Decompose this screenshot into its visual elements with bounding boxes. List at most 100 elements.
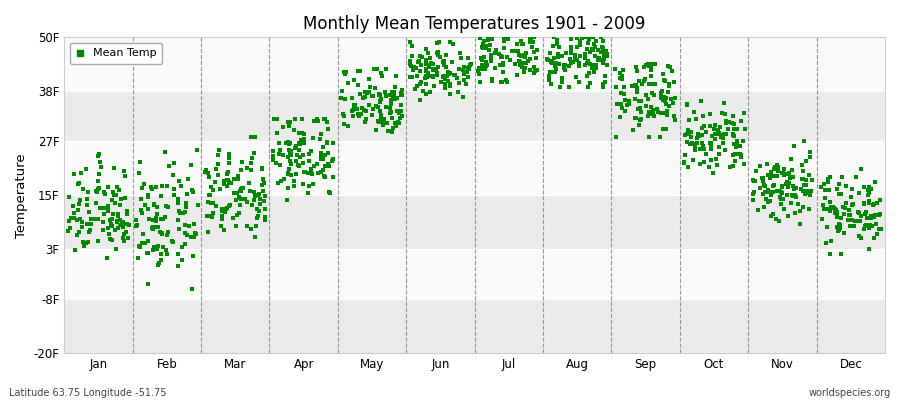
Point: [688, 144, 702, 150]
Point: [642, 63, 656, 69]
Point: [860, 215, 874, 221]
Point: [302, 151, 316, 158]
Point: [443, 80, 457, 87]
Point: [815, 202, 830, 208]
Point: [84, 216, 98, 222]
Point: [490, 47, 504, 53]
Point: [510, 41, 525, 47]
Point: [473, 79, 488, 86]
Point: [837, 210, 851, 217]
Point: [66, 203, 80, 210]
Point: [276, 151, 291, 158]
Point: [578, 62, 592, 68]
Point: [746, 191, 760, 198]
Point: [91, 216, 105, 222]
Point: [253, 196, 267, 202]
Point: [701, 164, 716, 170]
Point: [149, 215, 164, 222]
Point: [586, 46, 600, 53]
Point: [421, 72, 436, 78]
Point: [374, 70, 389, 76]
Point: [220, 171, 234, 178]
Point: [483, 51, 498, 58]
Point: [206, 186, 220, 193]
Point: [617, 97, 632, 104]
Point: [797, 182, 812, 188]
Point: [786, 193, 800, 199]
Point: [281, 154, 295, 160]
Point: [563, 50, 578, 56]
Point: [292, 141, 307, 148]
Point: [845, 216, 859, 223]
Point: [658, 98, 672, 104]
Point: [235, 158, 249, 165]
Point: [551, 50, 565, 57]
Point: [443, 70, 457, 76]
Point: [456, 67, 471, 73]
Point: [349, 106, 364, 112]
Point: [777, 165, 791, 172]
Point: [72, 229, 86, 236]
Point: [185, 252, 200, 259]
Point: [178, 204, 193, 210]
Point: [280, 196, 294, 203]
Point: [374, 72, 389, 79]
Point: [103, 216, 117, 223]
Point: [204, 200, 219, 206]
Point: [461, 54, 475, 61]
Point: [274, 177, 288, 184]
Point: [637, 76, 652, 82]
Point: [587, 41, 601, 47]
Point: [287, 178, 302, 185]
Point: [368, 84, 382, 91]
Point: [518, 60, 533, 66]
Point: [484, 36, 499, 42]
Point: [252, 208, 266, 214]
Point: [244, 134, 258, 140]
Point: [770, 162, 785, 168]
Point: [734, 152, 748, 158]
Point: [767, 182, 781, 188]
Point: [645, 81, 660, 88]
Point: [366, 66, 381, 72]
Point: [717, 146, 732, 153]
Point: [870, 200, 885, 206]
Point: [709, 156, 724, 162]
Point: [779, 179, 794, 186]
Point: [450, 75, 464, 81]
Point: [546, 43, 561, 49]
Point: [160, 232, 175, 238]
Point: [289, 171, 303, 177]
Point: [314, 169, 328, 176]
Point: [580, 60, 595, 67]
Point: [234, 166, 248, 173]
Point: [857, 226, 871, 232]
Point: [97, 211, 112, 218]
Point: [257, 198, 272, 204]
Point: [189, 231, 203, 237]
Point: [165, 238, 179, 244]
Point: [101, 207, 115, 213]
Point: [526, 39, 540, 46]
Point: [663, 96, 678, 102]
Point: [411, 58, 426, 64]
Point: [387, 89, 401, 96]
Point: [211, 160, 225, 167]
Point: [562, 63, 576, 69]
Point: [711, 130, 725, 136]
Point: [248, 193, 263, 200]
Point: [346, 113, 360, 120]
Point: [616, 90, 631, 97]
Point: [685, 140, 699, 147]
Point: [383, 101, 398, 107]
Point: [276, 124, 291, 130]
Point: [133, 244, 148, 250]
Point: [650, 105, 664, 112]
Point: [369, 127, 383, 133]
Point: [818, 187, 832, 193]
Point: [229, 197, 243, 203]
Point: [570, 57, 584, 64]
Point: [358, 108, 373, 114]
Point: [784, 200, 798, 206]
Point: [684, 134, 698, 140]
